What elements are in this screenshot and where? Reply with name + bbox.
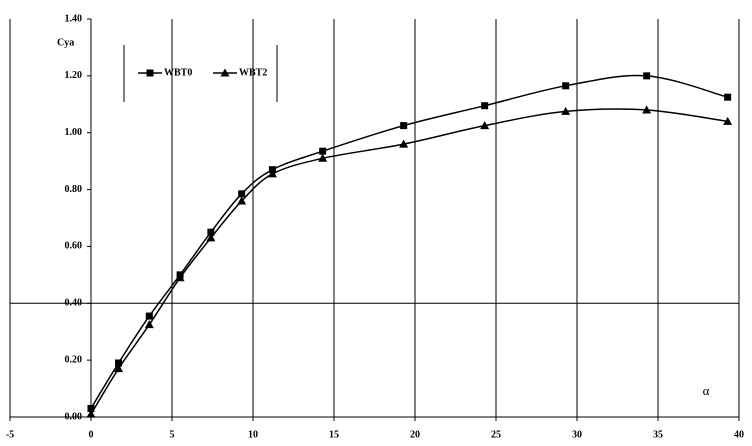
- y-tick-label: 0.80: [65, 184, 83, 195]
- y-tick-label: 0.20: [65, 354, 83, 365]
- data-point: [267, 169, 277, 178]
- data-point: [399, 139, 409, 148]
- data-point: [318, 153, 328, 162]
- x-tick-label: 15: [329, 429, 339, 440]
- legend-label: WBT2: [239, 67, 267, 78]
- y-tick-label: 1.00: [65, 127, 83, 138]
- x-tick-label: 5: [170, 429, 175, 440]
- y-tick-label: 1.20: [65, 70, 83, 81]
- data-point: [723, 116, 733, 125]
- data-point: [207, 228, 215, 236]
- y-tick-label: 1.40: [65, 13, 83, 24]
- legend-marker: [146, 69, 154, 77]
- data-point: [642, 105, 652, 114]
- x-tick-label: 0: [89, 429, 94, 440]
- x-tick-label: 25: [491, 429, 501, 440]
- series-line: [90, 108, 728, 415]
- x-tick-label: 10: [248, 429, 258, 440]
- data-point: [562, 82, 570, 90]
- data-point: [237, 196, 247, 205]
- x-tick-label: 40: [734, 429, 744, 440]
- x-tick-label: -5: [6, 429, 14, 440]
- x-tick-label: 30: [572, 429, 582, 440]
- data-point: [114, 364, 124, 373]
- y-tick-label: 0.60: [65, 241, 83, 252]
- legend-label: WBT0: [164, 67, 192, 78]
- data-point: [724, 93, 732, 101]
- data-point: [206, 233, 216, 242]
- data-point: [115, 359, 123, 367]
- x-tick-label: 35: [653, 429, 663, 440]
- data-point: [561, 106, 571, 115]
- data-point: [238, 190, 246, 198]
- data-point: [643, 72, 651, 80]
- data-point: [86, 409, 96, 418]
- data-point: [175, 273, 185, 282]
- data-point: [400, 122, 408, 130]
- data-point: [480, 121, 490, 130]
- annotation: α: [703, 383, 710, 398]
- data-point: [144, 320, 154, 329]
- data-point: [319, 147, 327, 155]
- data-point: [145, 312, 153, 320]
- x-tick-label: 20: [410, 429, 420, 440]
- data-point: [481, 102, 489, 110]
- series-line: [90, 74, 728, 409]
- legend-marker: [220, 68, 230, 77]
- data-point: [87, 404, 95, 412]
- y-axis-label: Cya: [57, 37, 74, 48]
